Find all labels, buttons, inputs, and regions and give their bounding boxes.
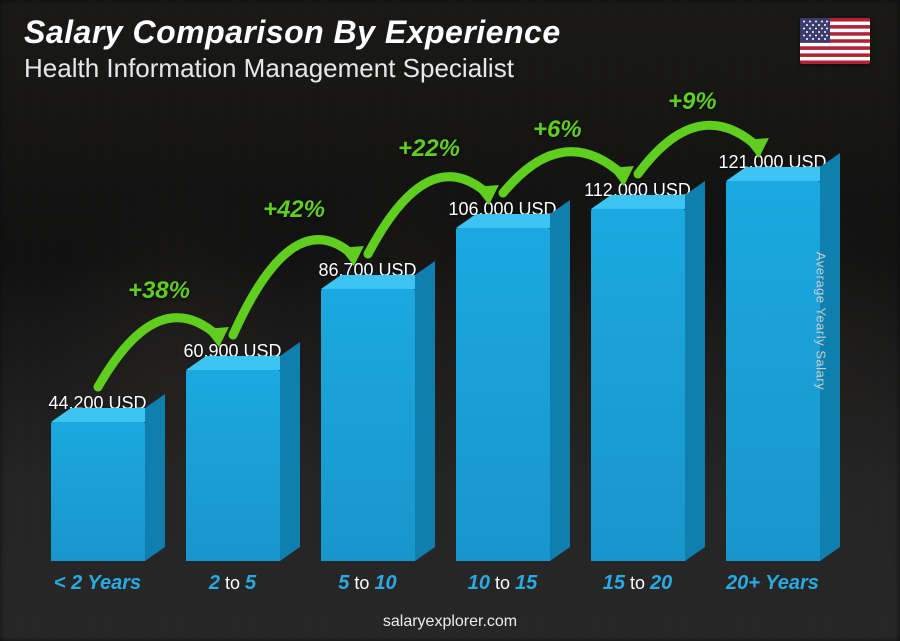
page-title: Salary Comparison By Experience — [24, 14, 876, 51]
growth-pct-label: +6% — [533, 116, 582, 144]
bar — [51, 422, 145, 561]
bar — [726, 181, 820, 561]
growth-pct-label: +38% — [128, 277, 190, 305]
bar-x-label: 20+ Years — [705, 572, 840, 595]
bar-x-label: 15 to 20 — [570, 572, 705, 595]
bar-x-label: 2 to 5 — [165, 572, 300, 595]
bar-x-label: < 2 Years — [30, 572, 165, 595]
y-axis-label: Average Yearly Salary — [813, 251, 828, 389]
content-root: Salary Comparison By Experience Health I… — [0, 0, 900, 641]
usa-flag-icon — [800, 18, 870, 64]
footer-attribution: salaryexplorer.com — [0, 613, 900, 631]
bar-x-label: 10 to 15 — [435, 572, 570, 595]
bar — [456, 228, 550, 561]
page-subtitle: Health Information Management Specialist — [24, 53, 876, 84]
bar-x-label: 5 to 10 — [300, 572, 435, 595]
growth-pct-label: +9% — [668, 88, 717, 116]
bar — [591, 209, 685, 561]
header: Salary Comparison By Experience Health I… — [24, 14, 876, 84]
growth-pct-label: +22% — [398, 135, 460, 163]
growth-pct-label: +42% — [263, 196, 325, 224]
